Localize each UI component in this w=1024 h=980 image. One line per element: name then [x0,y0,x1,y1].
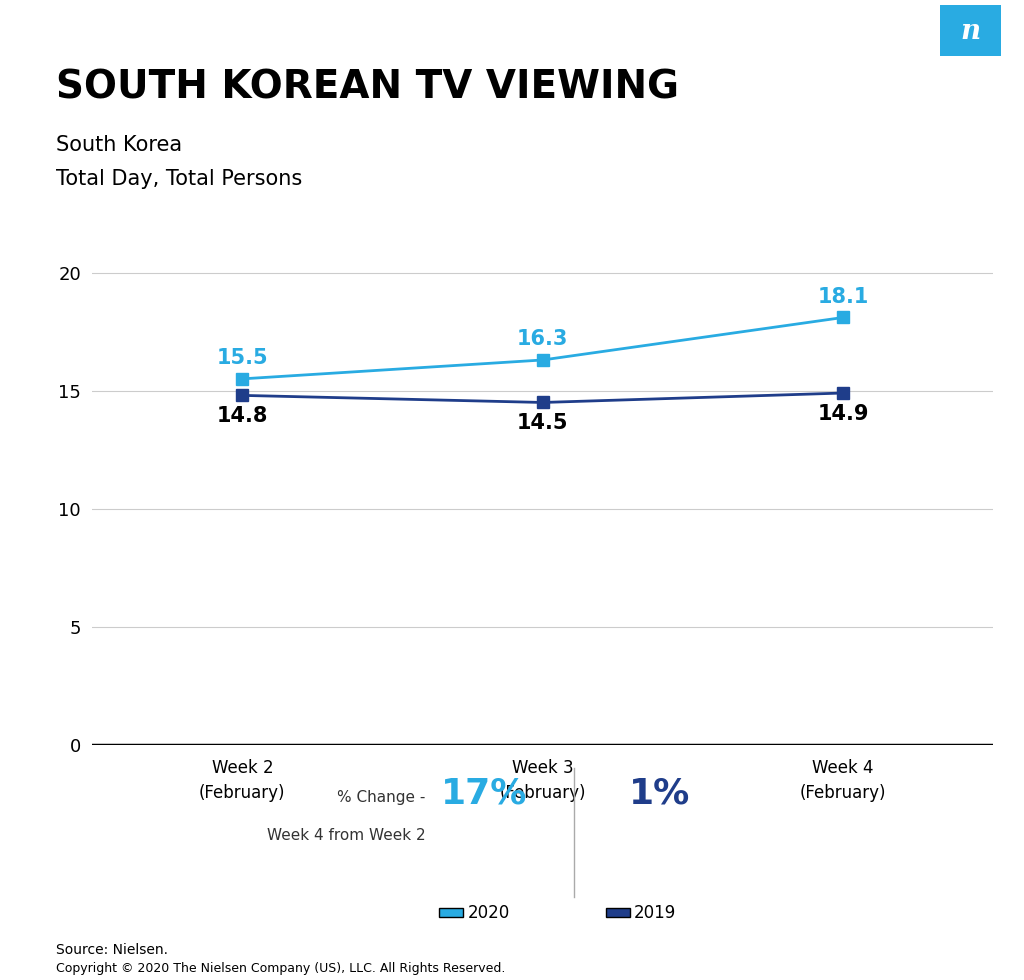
Text: 2020: 2020 [468,904,510,921]
FancyBboxPatch shape [439,908,464,917]
Text: 1%: 1% [629,776,690,810]
Text: 2019: 2019 [634,904,677,921]
Text: 16.3: 16.3 [517,329,568,349]
Text: 14.9: 14.9 [817,404,868,423]
FancyBboxPatch shape [606,908,630,917]
Text: Copyright © 2020 The Nielsen Company (US), LLC. All Rights Reserved.: Copyright © 2020 The Nielsen Company (US… [56,962,506,975]
Text: % Change -: % Change - [337,790,426,806]
Text: 14.8: 14.8 [217,406,268,426]
Text: Week 4 from Week 2: Week 4 from Week 2 [267,828,426,843]
Text: Total Day, Total Persons: Total Day, Total Persons [56,169,302,188]
Text: 15.5: 15.5 [216,348,268,368]
Text: n: n [961,18,981,45]
Text: South Korea: South Korea [56,135,182,155]
Text: 17%: 17% [441,776,527,810]
Text: Source: Nielsen.: Source: Nielsen. [56,943,168,956]
Text: 14.5: 14.5 [517,414,568,433]
Text: SOUTH KOREAN TV VIEWING: SOUTH KOREAN TV VIEWING [56,69,679,107]
Text: 18.1: 18.1 [817,287,868,307]
